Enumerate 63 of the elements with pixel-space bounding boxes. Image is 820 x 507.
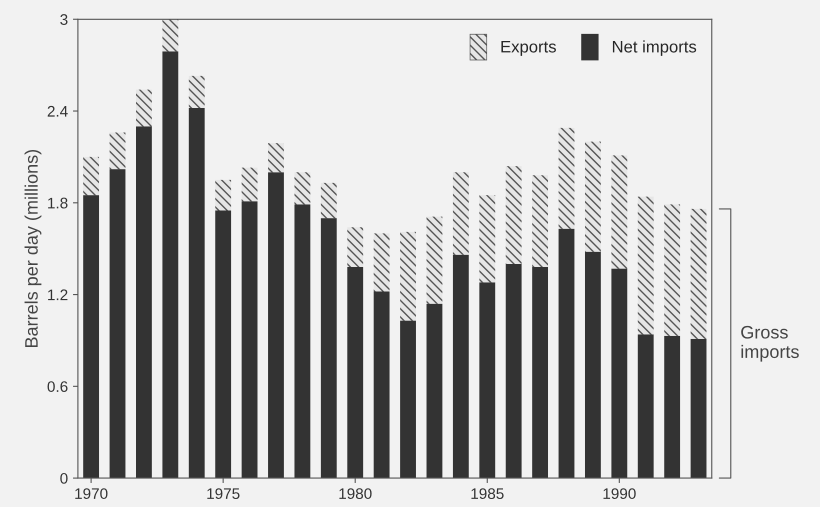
bar <box>426 304 442 478</box>
bar <box>268 143 284 172</box>
bar <box>320 182 337 218</box>
bar <box>506 264 522 478</box>
bar <box>136 126 152 478</box>
bar <box>690 338 706 478</box>
y-tick-label: 0.6 <box>48 381 68 392</box>
bar <box>83 195 100 478</box>
bar <box>638 334 654 478</box>
bar <box>638 196 654 334</box>
bar <box>400 232 416 321</box>
bar <box>479 195 496 282</box>
bar <box>188 108 205 478</box>
bar <box>320 218 337 478</box>
bar <box>110 132 126 170</box>
bar <box>215 210 232 478</box>
y-tick-label: 2.4 <box>48 106 68 117</box>
bar <box>584 142 601 252</box>
x-tick-label: 1975 <box>207 488 240 500</box>
bar <box>110 169 126 478</box>
bar <box>452 172 469 255</box>
bar <box>83 156 100 196</box>
x-tick-label: 1985 <box>471 488 504 500</box>
bar <box>215 180 232 210</box>
bar <box>188 76 205 108</box>
bar <box>294 204 310 478</box>
bar <box>664 204 680 336</box>
bar <box>374 292 390 478</box>
y-tick-label: 1.8 <box>48 198 68 208</box>
bar <box>347 267 364 478</box>
bar <box>690 208 706 339</box>
bar <box>162 51 178 478</box>
text: Gross imports <box>741 326 799 362</box>
bar <box>268 172 284 478</box>
bar <box>558 128 574 229</box>
y-tick-label: 3 <box>60 14 68 25</box>
bar <box>506 166 522 264</box>
y-tick-label: 1.2 <box>48 289 68 300</box>
x-tick-label: 1980 <box>339 488 372 500</box>
x-tick-label: 1970 <box>75 488 108 500</box>
bar <box>611 155 628 269</box>
bar <box>162 19 178 52</box>
bar <box>532 175 548 268</box>
legend-label: Exports <box>501 40 556 56</box>
bar <box>374 233 390 292</box>
bar <box>294 172 310 204</box>
bar <box>532 267 548 478</box>
x-tick-label: 1990 <box>603 488 636 500</box>
bar <box>452 254 469 478</box>
bar <box>242 201 258 478</box>
legend-label: Net imports <box>612 40 696 56</box>
bar <box>479 282 496 478</box>
bar <box>347 227 364 268</box>
bar <box>242 168 258 202</box>
bar <box>558 228 574 478</box>
bar <box>584 252 601 478</box>
bar <box>611 268 628 478</box>
bar <box>426 216 442 304</box>
y-tick-label: 0 <box>60 472 68 484</box>
bar <box>400 320 416 478</box>
bar <box>136 90 152 126</box>
bar <box>664 336 680 478</box>
y-axis-title: Barrels per day (millions) <box>24 150 42 348</box>
